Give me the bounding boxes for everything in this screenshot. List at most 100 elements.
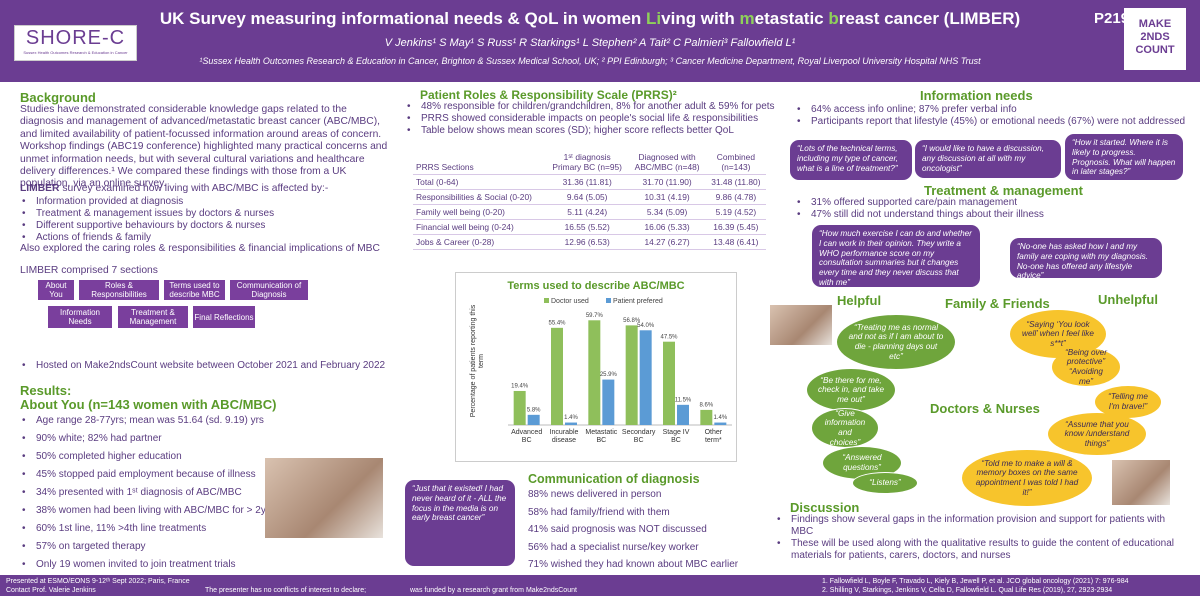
title-part: etastatic [754, 9, 829, 28]
table-cell: 16.39 (5.45) [705, 219, 766, 235]
heading: Discussion [790, 500, 860, 515]
table-cell: 16.06 (5.33) [628, 219, 706, 235]
bar [663, 341, 675, 425]
title: UK Survey measuring informational needs … [150, 9, 1030, 29]
heading: Helpful [837, 293, 882, 308]
table-row: Family well being (0-20) 5.11 (4.24) 5.34 … [413, 204, 766, 220]
value-label: 59.7% [586, 313, 604, 319]
header-line: Combined [716, 152, 755, 162]
quote-bubble: “How it started. Where it is likely to p… [1065, 134, 1183, 180]
table-cell: 16.55 (5.52) [545, 219, 629, 235]
title-part: UK Survey measuring informational needs … [159, 9, 647, 28]
table-cell: 5.34 (5.09) [628, 204, 706, 220]
x-tick-label: Other term* [704, 429, 723, 444]
value-label: 47.5% [660, 334, 678, 340]
x-tick-label: Secondary BC [621, 429, 656, 444]
legend-swatch [606, 298, 611, 303]
section-box: Communication of Diagnosis [229, 279, 309, 301]
bullet: 45% stopped paid employment because of i… [20, 469, 280, 482]
value-label: 55.4% [548, 320, 566, 326]
text: survey examined how living with ABC/MBC … [59, 183, 329, 194]
bullet: 57% on targeted therapy [20, 541, 280, 554]
table-cell: Total (0-64) [413, 174, 546, 190]
title-part: reast cancer (LIMBER) [838, 9, 1021, 28]
logo-text: 2NDS [1140, 31, 1170, 43]
bullet: Information provided at diagnosis [20, 196, 392, 208]
quote-bubble: “No-one has asked how I and my family ar… [1010, 238, 1162, 280]
bullet: Participants report that lifestyle (45%)… [795, 116, 1195, 128]
value-label: 5.8% [527, 407, 541, 413]
reference: 1. Fallowfield L, Boyle F, Travado L, Ki… [822, 578, 1129, 585]
section-box: About You [37, 279, 75, 301]
item: 56% had a specialist nurse/key worker [528, 541, 699, 553]
bullet: 90% white; 82% had partner [20, 433, 280, 446]
unhelpful-quote: “Told me to make a will & memory boxes o… [962, 450, 1092, 506]
bullet-list: 64% access info online; 87% prefer verba… [795, 104, 1195, 128]
bar [639, 330, 652, 425]
item: 88% news delivered in person [528, 489, 662, 500]
legend-label: Patient prefered [613, 298, 663, 305]
heading: About You (n=143 women with ABC/MBC) [20, 397, 277, 412]
table-cell: 5.19 (4.52) [705, 204, 766, 220]
value-label: 1.4% [713, 415, 727, 421]
quote-bubble: “Lots of the technical terms, including … [790, 140, 912, 180]
photo [1112, 460, 1170, 505]
logo-text: MAKE [1138, 18, 1172, 30]
bar [551, 327, 563, 425]
y-axis-title: Percentage of patients reporting this te… [470, 304, 485, 418]
quote-bubble: “How much exercise I can do and whether … [812, 225, 980, 287]
section-box: Roles & Responsibilities [78, 279, 160, 301]
helpful-quote: “Listens” [852, 472, 918, 494]
table-cell: 31.36 (11.81) [545, 174, 629, 190]
logo: MAKE 2NDS COUNT [1124, 8, 1186, 70]
heading: Unhelpful [1098, 292, 1158, 307]
table-row: Financial well being (0-24) 16.55 (5.52) 1… [413, 219, 766, 235]
item: 58% had family/friend with them [528, 506, 670, 518]
heading: Family & Friends [945, 296, 1050, 311]
logo-name: SHORE-C [25, 27, 126, 49]
bullet: Actions of friends & family [20, 232, 392, 244]
helpful-quote: “Give information and choices” [811, 408, 879, 448]
bullet-list: 31% offered supported care/pain manageme… [795, 197, 1195, 221]
legend-label: Doctor used [551, 298, 589, 305]
bullet-list: Information provided at diagnosisTreatme… [20, 196, 392, 244]
chart: Terms used to describe ABC/MBC Doctor use… [455, 272, 737, 462]
heading: Results: [20, 383, 72, 398]
value-label: 8.6% [699, 402, 713, 408]
footer: Presented at ESMO/EONS 9-12ᵗʰ Sept 2022;… [0, 575, 1200, 596]
section-box: Terms used to describe MBC [163, 279, 226, 301]
table-cell: 5.11 (4.24) [545, 204, 629, 220]
bar [602, 379, 615, 425]
reference: 2. Shilling V, Starkings, Jenkins V, Cel… [822, 587, 1113, 594]
logo-tagline: Sussex Health Outcomes Research & Educat… [23, 50, 128, 55]
bullet: 60% 1st line, 11% >4th line treatments [20, 523, 280, 536]
header-cell: PRRS Sections [413, 150, 546, 175]
bar [625, 325, 638, 425]
unhelpful-quote: “Assume that you know /understand things… [1048, 413, 1146, 455]
value-label: 11.5% [675, 397, 692, 403]
bullet: Table below shows mean scores (SD); high… [405, 125, 775, 137]
bar [513, 390, 526, 425]
authors: V Jenkins¹ S May¹ S Russ¹ R Starkings¹ L… [384, 37, 796, 49]
title-part: ving with [661, 9, 740, 28]
heading: Communication of diagnosis [528, 472, 700, 486]
bullet-list: Hosted on Make2ndsCount website between … [20, 360, 392, 372]
table-cell: 12.96 (6.53) [545, 234, 629, 250]
header-line: (n=143) [721, 162, 751, 172]
table-cell: 31.70 (11.90) [628, 174, 706, 190]
paragraph: Studies have demonstrated considerable k… [20, 104, 388, 190]
header-line: Diagnosed with [638, 152, 696, 162]
bar [527, 414, 540, 425]
photo [770, 305, 832, 345]
bullet: PRRS showed considerable impacts on peop… [405, 113, 775, 125]
table-cell: Financial well being (0-24) [413, 219, 546, 235]
heading: Information needs [920, 88, 1033, 103]
helpful-quote: “Treating me as normal and not as if I a… [836, 314, 956, 370]
bullet: Age range 28-77yrs; mean was 51.64 (sd. … [20, 415, 280, 428]
table: PRRS Sections 1ˢᵗ diagnosis Primary BC (n=… [413, 150, 766, 250]
bullet: Findings show several gaps in the inform… [775, 514, 1185, 538]
title-part: b [828, 9, 839, 28]
header-cell: 1ˢᵗ diagnosis Primary BC (n=95) [545, 150, 629, 175]
bullet-list: 48% responsible for children/grandchildr… [405, 101, 775, 137]
bullet: Hosted on Make2ndsCount website between … [20, 360, 392, 372]
